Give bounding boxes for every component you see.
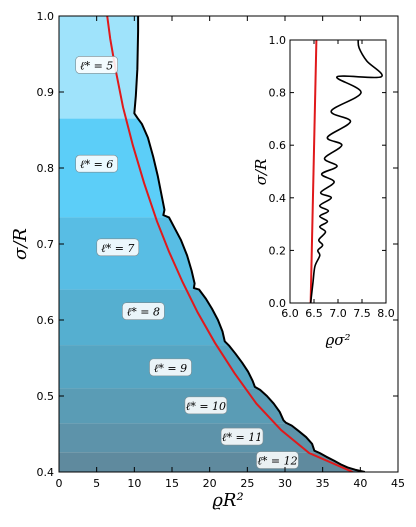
- main-y-tick-label: 0.5: [37, 390, 55, 403]
- inset-x-tick-label: 7.5: [353, 307, 371, 320]
- inset-y-tick-label: 0.0: [269, 297, 287, 310]
- main-y-ticks: 0.4 0.5 0.6 0.7 0.8 0.9 1.0: [37, 10, 398, 479]
- main-x-tick-label: 25: [240, 477, 254, 490]
- inset-y-ticks: 0.0 0.2 0.4 0.6 0.8 1.0: [269, 34, 386, 310]
- inset-x-tick-label: 6.5: [305, 307, 323, 320]
- main-x-tick-label: 5: [93, 477, 100, 490]
- band-label-text: ℓ* = 7: [101, 242, 134, 255]
- main-y-tick-label: 0.8: [37, 162, 55, 175]
- main-x-tick-label: 30: [278, 477, 292, 490]
- main-x-tick-label: 0: [56, 477, 63, 490]
- band-label-text: ℓ* = 8: [127, 306, 160, 319]
- main-x-axis-title: ϱR²: [212, 490, 243, 511]
- band-label-text: ℓ* = 6: [80, 158, 113, 171]
- inset-x-tick-label: 7.0: [329, 307, 347, 320]
- band-label-text: ℓ* = 10: [186, 400, 226, 413]
- inset-x-tick-label: 6.0: [281, 307, 299, 320]
- inset-lines: [309, 40, 383, 303]
- inset-y-tick-label: 0.8: [269, 87, 287, 100]
- band-label-11: ℓ* = 11: [220, 427, 264, 446]
- band-label-10: ℓ* = 10: [184, 396, 228, 415]
- band-label-text: ℓ* = 9: [154, 362, 187, 375]
- main-x-tick-label: 20: [203, 477, 217, 490]
- inset-y-tick-label: 1.0: [269, 34, 287, 47]
- band-label-8: ℓ* = 8: [122, 302, 165, 320]
- main-x-tick-label: 15: [165, 477, 179, 490]
- band-region-10: [59, 388, 365, 424]
- main-y-tick-label: 1.0: [37, 10, 55, 23]
- main-y-tick-label: 0.6: [37, 314, 55, 327]
- main-band-labels: ℓ* = 5 ℓ* = 6 ℓ* = 7 ℓ* = 8 ℓ* = 9 ℓ* = 10 ℓ* …: [75, 56, 299, 469]
- main-x-ticks: 0 5 10 15 20 25 30 35 40 45: [56, 16, 405, 490]
- main-y-axis-title: σ/R: [10, 228, 31, 260]
- inset-y-tick-label: 0.4: [269, 192, 287, 205]
- inset-curve: [309, 40, 383, 303]
- main-y-tick-label: 0.7: [37, 238, 55, 251]
- band-label-text: ℓ* = 12: [257, 455, 297, 468]
- band-label-text: ℓ* = 5: [80, 59, 113, 72]
- inset-plot: 6.0 6.5 7.0 7.5 8.0 0.0 0.2 0.4 0.6 0.8 1.0 ϱσ² σ…: [252, 34, 395, 349]
- band-label-9: ℓ* = 9: [149, 358, 192, 377]
- main-x-tick-label: 40: [353, 477, 367, 490]
- main-y-tick-label: 0.4: [37, 466, 55, 479]
- band-label-6: ℓ* = 6: [75, 154, 118, 173]
- main-x-tick-label: 35: [316, 477, 330, 490]
- inset-x-tick-label: 8.0: [377, 307, 395, 320]
- main-lines: [106, 16, 366, 472]
- inset-background: [290, 40, 386, 303]
- band-label-5: ℓ* = 5: [75, 56, 118, 74]
- asymptote-line: [106, 16, 354, 472]
- inset-x-ticks: 6.0 6.5 7.0 7.5 8.0: [281, 40, 395, 320]
- band-label-text: ℓ* = 11: [222, 431, 262, 444]
- band-label-12: ℓ* = 12: [256, 451, 299, 469]
- main-x-tick-label: 45: [391, 477, 405, 490]
- band-region-9: [59, 345, 365, 389]
- boundary-line: [133, 16, 366, 472]
- inset-y-axis-title: σ/R: [252, 159, 270, 186]
- inset-y-tick-label: 0.6: [269, 139, 287, 152]
- main-y-tick-label: 0.9: [37, 86, 55, 99]
- inset-y-tick-label: 0.2: [269, 244, 287, 257]
- main-x-tick-label: 10: [127, 477, 141, 490]
- inset-asymptote-line: [309, 40, 318, 303]
- inset-x-axis-title: ϱσ²: [325, 331, 350, 349]
- band-label-7: ℓ* = 7: [96, 238, 140, 257]
